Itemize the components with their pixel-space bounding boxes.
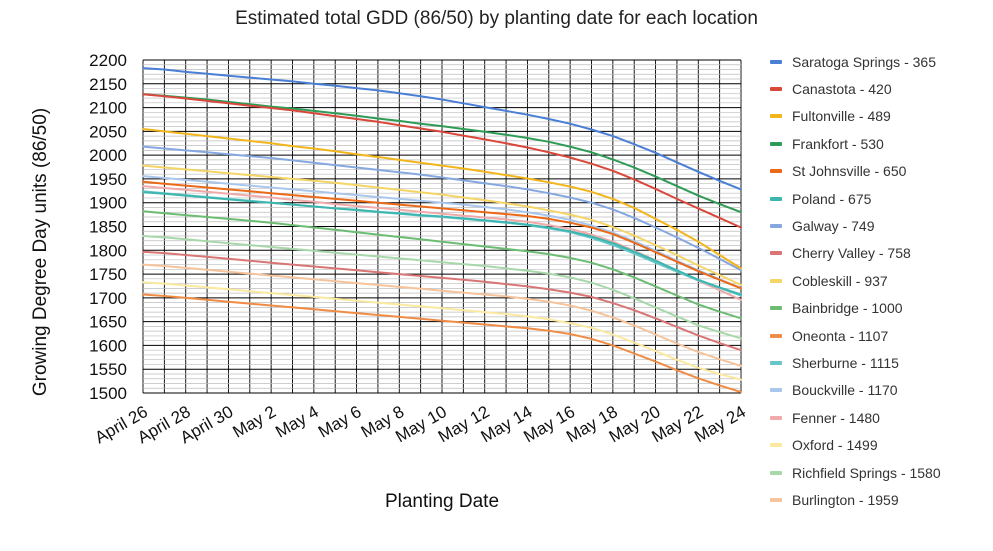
series-line-oneonta [142, 293, 742, 393]
y-tick-label: 1800 [89, 241, 127, 260]
legend-item: Bouckville - 1170 [770, 377, 941, 404]
series-line-cherry-valley [142, 250, 742, 352]
series-line-galway [142, 145, 742, 272]
series-line-st-johnsville [142, 180, 742, 290]
y-tick-label: 1850 [89, 218, 127, 237]
legend-label: Bouckville - 1170 [792, 382, 898, 399]
legend-swatch [770, 196, 782, 201]
y-tick-label: 1650 [89, 313, 127, 332]
legend-label: Galway - 749 [792, 218, 875, 235]
y-tick-label: 2100 [89, 99, 127, 118]
legend-label: Saratoga Springs - 365 [792, 53, 936, 70]
legend-item: Bainbridge - 1000 [770, 295, 941, 322]
legend-swatch [770, 251, 782, 256]
series-line-richfield-springs [142, 235, 742, 340]
legend-label: Cherry Valley - 758 [792, 245, 911, 262]
series-lines [142, 67, 742, 393]
legend-item: Sherburne - 1115 [770, 349, 941, 376]
legend-item: Poland - 675 [770, 185, 941, 212]
legend-item: Burlington - 1959 [770, 486, 941, 513]
y-tick-label: 1550 [89, 360, 127, 379]
legend-swatch [770, 306, 782, 311]
legend-item: St Johnsville - 650 [770, 158, 941, 185]
legend-swatch [770, 278, 782, 283]
legend-swatch [770, 224, 782, 229]
legend-swatch [770, 59, 782, 64]
legend-swatch [770, 87, 782, 92]
y-axis-label: Growing Degree Day units (86/50) [30, 108, 51, 396]
legend-item: Frankfort - 530 [770, 130, 941, 157]
legend-item: Saratoga Springs - 365 [770, 48, 941, 75]
legend-label: St Johnsville - 650 [792, 163, 907, 180]
y-tick-label: 2050 [89, 122, 127, 141]
series-line-fultonville [142, 128, 742, 270]
legend-label: Fultonville - 489 [792, 108, 891, 125]
y-tick-label: 1900 [89, 194, 127, 213]
y-tick-label: 2200 [89, 51, 127, 70]
legend-swatch [770, 443, 782, 448]
legend-label: Oxford - 1499 [792, 437, 878, 454]
y-tick-label: 1500 [89, 384, 127, 403]
chart-title: Estimated total GDD (86/50) by planting … [235, 8, 758, 29]
legend-label: Frankfort - 530 [792, 135, 884, 152]
legend-item: Cobleskill - 937 [770, 267, 941, 294]
legend-label: Oneonta - 1107 [792, 327, 889, 344]
x-tick-label: May 6 [315, 402, 365, 442]
legend-item: Canastota - 420 [770, 75, 941, 102]
legend-item: Richfield Springs - 1580 [770, 459, 941, 486]
x-axis-label: Planting Date [385, 491, 499, 512]
legend-swatch [770, 470, 782, 475]
series-line-cobleskill [142, 164, 742, 286]
legend-item: Oxford - 1499 [770, 431, 941, 458]
legend-label: Fenner - 1480 [792, 409, 880, 426]
legend: Saratoga Springs - 365 Canastota - 420 Ful… [770, 48, 941, 514]
x-tick-label: May 4 [272, 402, 322, 442]
x-tick-label: May 2 [230, 402, 280, 442]
legend-swatch [770, 415, 782, 420]
series-line-canastota [142, 93, 742, 229]
legend-label: Burlington - 1959 [792, 491, 899, 508]
legend-label: Canastota - 420 [792, 81, 892, 98]
series-line-saratoga-springs [142, 67, 742, 191]
legend-label: Richfield Springs - 1580 [792, 464, 941, 481]
y-tick-label: 1950 [89, 170, 127, 189]
legend-swatch [770, 169, 782, 174]
legend-swatch [770, 360, 782, 365]
series-line-poland [142, 191, 742, 296]
legend-label: Bainbridge - 1000 [792, 300, 903, 317]
series-line-bainbridge [142, 210, 742, 320]
legend-label: Sherburne - 1115 [792, 354, 899, 371]
legend-swatch [770, 114, 782, 119]
legend-label: Cobleskill - 937 [792, 272, 888, 289]
legend-item: Oneonta - 1107 [770, 322, 941, 349]
grid-lines [142, 59, 742, 394]
series-line-frankfort [142, 93, 742, 214]
legend-item: Fenner - 1480 [770, 404, 941, 431]
legend-swatch [770, 333, 782, 338]
legend-item: Galway - 749 [770, 212, 941, 239]
series-line-burlington [142, 263, 742, 367]
y-tick-label: 1700 [89, 289, 127, 308]
y-tick-label: 2000 [89, 146, 127, 165]
legend-label: Poland - 675 [792, 190, 872, 207]
y-tick-label: 1750 [89, 265, 127, 284]
series-line-oxford [142, 281, 742, 381]
legend-swatch [770, 141, 782, 146]
legend-item: Cherry Valley - 758 [770, 240, 941, 267]
series-line-bouckville [142, 175, 742, 289]
legend-item: Fultonville - 489 [770, 103, 941, 130]
legend-swatch [770, 497, 782, 502]
y-axis-ticks: 1500 1550 1600 1650 1700 1750 1800 1850 1900 1950… [89, 51, 127, 403]
legend-swatch [770, 388, 782, 393]
y-tick-label: 2150 [89, 75, 127, 94]
y-tick-label: 1600 [89, 336, 127, 355]
